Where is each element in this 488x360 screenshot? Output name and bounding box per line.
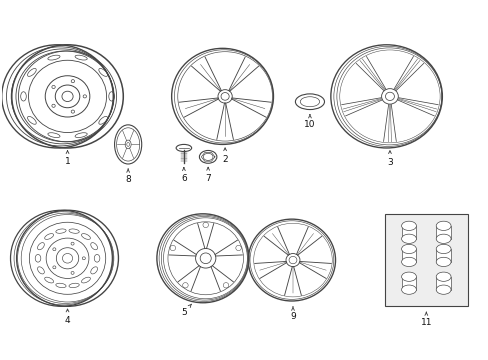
Ellipse shape <box>435 272 450 282</box>
Bar <box>435 249 450 262</box>
Ellipse shape <box>435 257 450 266</box>
Ellipse shape <box>401 285 416 294</box>
Bar <box>435 277 450 290</box>
Ellipse shape <box>401 234 416 243</box>
Ellipse shape <box>435 221 450 230</box>
Bar <box>401 249 416 262</box>
Text: 5: 5 <box>181 304 191 317</box>
Ellipse shape <box>401 221 416 230</box>
Ellipse shape <box>435 244 450 253</box>
Text: 9: 9 <box>289 307 295 321</box>
Text: 11: 11 <box>420 312 431 327</box>
Ellipse shape <box>435 285 450 294</box>
Bar <box>435 226 450 239</box>
Text: 8: 8 <box>125 169 131 184</box>
Text: 2: 2 <box>222 148 227 164</box>
Ellipse shape <box>401 257 416 266</box>
Bar <box>385 214 467 306</box>
Text: 3: 3 <box>386 151 392 167</box>
Text: 6: 6 <box>181 168 186 183</box>
Text: 7: 7 <box>205 167 211 183</box>
Text: 10: 10 <box>304 114 315 129</box>
Bar <box>401 277 416 290</box>
Text: 4: 4 <box>64 309 70 325</box>
Ellipse shape <box>401 244 416 253</box>
Text: 1: 1 <box>64 151 70 166</box>
Ellipse shape <box>401 272 416 282</box>
Ellipse shape <box>435 234 450 243</box>
Bar <box>401 226 416 239</box>
